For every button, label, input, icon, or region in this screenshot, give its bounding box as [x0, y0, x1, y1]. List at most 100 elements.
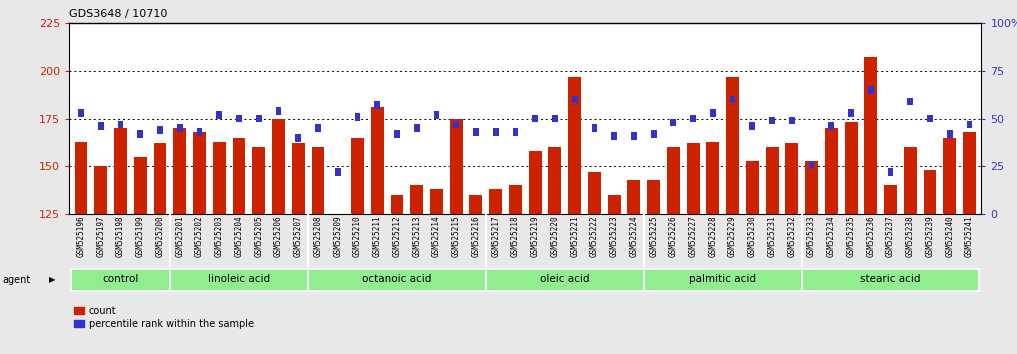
- Bar: [825, 128, 838, 214]
- Text: GSM525228: GSM525228: [709, 215, 717, 257]
- Bar: [667, 147, 679, 214]
- Text: GSM525201: GSM525201: [175, 215, 184, 257]
- Text: GSM525206: GSM525206: [274, 215, 283, 257]
- Bar: [809, 161, 815, 168]
- Bar: [493, 128, 498, 136]
- Bar: [750, 122, 756, 130]
- Bar: [173, 128, 186, 214]
- Bar: [391, 195, 404, 214]
- Text: GSM525198: GSM525198: [116, 215, 125, 257]
- Text: GSM525202: GSM525202: [195, 215, 204, 257]
- Bar: [907, 98, 913, 105]
- Text: GSM525200: GSM525200: [156, 215, 165, 257]
- Text: agent: agent: [2, 275, 31, 285]
- Bar: [805, 161, 818, 214]
- Bar: [236, 115, 242, 122]
- Bar: [691, 115, 696, 122]
- Text: GSM525208: GSM525208: [313, 215, 322, 257]
- Text: linoleic acid: linoleic acid: [207, 274, 271, 284]
- Bar: [651, 130, 657, 138]
- Bar: [137, 130, 143, 138]
- Text: GSM525225: GSM525225: [649, 215, 658, 257]
- Bar: [944, 138, 956, 214]
- Bar: [608, 195, 620, 214]
- Bar: [710, 109, 716, 117]
- Bar: [686, 143, 700, 214]
- Bar: [276, 107, 282, 115]
- Text: GSM525241: GSM525241: [965, 215, 974, 257]
- Bar: [95, 166, 107, 214]
- Text: GSM525216: GSM525216: [472, 215, 480, 257]
- Bar: [864, 57, 878, 214]
- Bar: [351, 138, 364, 214]
- Text: GSM525215: GSM525215: [452, 215, 461, 257]
- Bar: [888, 168, 894, 176]
- Bar: [374, 101, 380, 109]
- Bar: [631, 132, 637, 139]
- Text: octanoic acid: octanoic acid: [362, 274, 431, 284]
- Bar: [157, 126, 163, 134]
- Bar: [196, 128, 202, 136]
- Text: GSM525223: GSM525223: [609, 215, 618, 257]
- Bar: [845, 122, 857, 214]
- Bar: [785, 143, 798, 214]
- Text: GSM525218: GSM525218: [511, 215, 520, 257]
- Bar: [532, 115, 538, 122]
- Bar: [766, 147, 779, 214]
- Bar: [508, 185, 522, 214]
- Bar: [134, 157, 146, 214]
- Bar: [394, 130, 400, 138]
- Bar: [414, 124, 420, 132]
- Bar: [868, 86, 874, 94]
- Text: GSM525224: GSM525224: [630, 215, 639, 257]
- Text: control: control: [103, 274, 138, 284]
- Text: GSM525221: GSM525221: [571, 215, 579, 257]
- Text: oleic acid: oleic acid: [540, 274, 590, 284]
- Bar: [730, 96, 735, 103]
- Bar: [295, 134, 301, 142]
- Bar: [450, 119, 463, 214]
- Bar: [473, 128, 479, 136]
- Bar: [644, 268, 801, 291]
- Bar: [904, 147, 916, 214]
- Bar: [923, 170, 937, 214]
- Bar: [256, 115, 261, 122]
- Bar: [947, 130, 953, 138]
- Bar: [529, 151, 542, 214]
- Bar: [454, 120, 459, 128]
- Bar: [74, 142, 87, 214]
- Bar: [829, 122, 834, 130]
- Bar: [670, 119, 676, 126]
- Bar: [177, 124, 183, 132]
- Bar: [726, 76, 739, 214]
- Bar: [292, 143, 305, 214]
- Bar: [489, 189, 502, 214]
- Text: GSM525236: GSM525236: [866, 215, 876, 257]
- Text: GSM525205: GSM525205: [254, 215, 263, 257]
- Bar: [217, 111, 222, 119]
- Text: GSM525226: GSM525226: [669, 215, 678, 257]
- Bar: [627, 180, 641, 214]
- Text: GSM525238: GSM525238: [906, 215, 915, 257]
- Bar: [233, 138, 245, 214]
- Bar: [430, 189, 442, 214]
- Text: GSM525219: GSM525219: [531, 215, 540, 257]
- Text: stearic acid: stearic acid: [860, 274, 920, 284]
- Bar: [315, 124, 320, 132]
- Text: GSM525210: GSM525210: [353, 215, 362, 257]
- Bar: [592, 124, 597, 132]
- Text: GSM525211: GSM525211: [372, 215, 381, 257]
- Bar: [98, 122, 104, 130]
- Bar: [848, 109, 854, 117]
- Bar: [967, 120, 972, 128]
- Legend: count, percentile rank within the sample: count, percentile rank within the sample: [74, 306, 253, 329]
- Text: GDS3648 / 10710: GDS3648 / 10710: [69, 9, 168, 19]
- Bar: [928, 115, 933, 122]
- Text: GSM525207: GSM525207: [294, 215, 303, 257]
- Bar: [410, 185, 423, 214]
- Text: GSM525197: GSM525197: [97, 215, 105, 257]
- Bar: [71, 268, 170, 291]
- Bar: [769, 117, 775, 124]
- Bar: [118, 120, 123, 128]
- Bar: [193, 132, 205, 214]
